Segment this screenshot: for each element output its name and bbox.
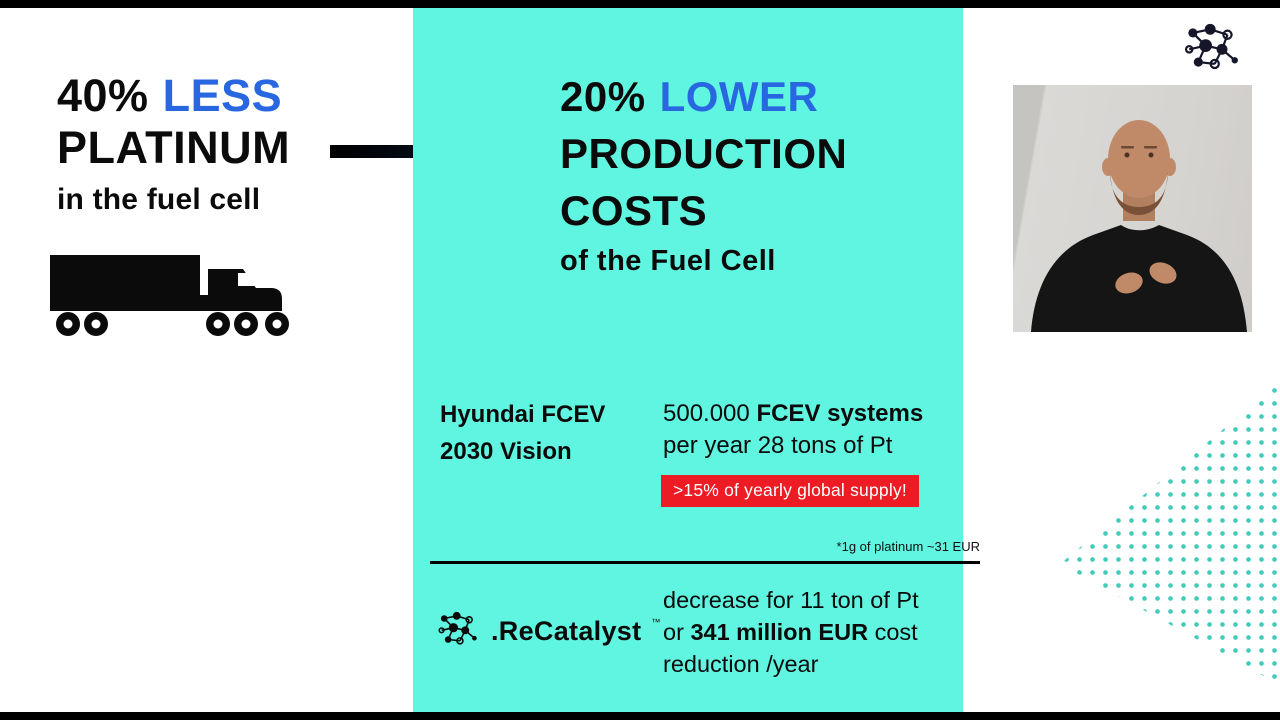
systems-bold: FCEV systems	[756, 400, 924, 427]
left-headline-pct: 40%	[57, 70, 149, 121]
panel-headline-line1: 20% LOWER	[560, 68, 847, 125]
systems-value: 500.000	[663, 400, 750, 427]
dot-pattern-decoration	[1060, 384, 1278, 684]
panel-headline-pct: 20%	[560, 73, 646, 120]
systems-line1: 500.000 FCEV systems	[663, 398, 923, 430]
systems-line2: per year 28 tons of Pt	[663, 432, 893, 459]
vision-label-line2: 2030 Vision	[440, 438, 572, 465]
vision-label-line1: Hyundai FCEV	[440, 401, 606, 428]
teal-panel: 20% LOWER PRODUCTION COSTS of the Fuel Ce…	[413, 8, 963, 712]
left-headline-line1: 40% LESS	[57, 70, 290, 122]
supply-badge: >15% of yearly global supply!	[661, 475, 919, 507]
impact-line2: or 341 million EUR cost	[663, 616, 919, 648]
recatalyst-logo-icon	[435, 610, 481, 653]
vision-label: Hyundai FCEV 2030 Vision	[440, 396, 605, 470]
left-headline-sub: in the fuel cell	[57, 183, 261, 216]
divider-line	[430, 561, 980, 564]
impact-line2-pre: or	[663, 619, 691, 645]
letterbox-top	[0, 0, 1280, 8]
truck-icon	[50, 253, 300, 348]
left-headline-highlight: LESS	[162, 70, 283, 121]
impact-line2-bold: 341 million EUR	[690, 619, 869, 645]
impact-line1: decrease for 11 ton of Pt	[663, 587, 919, 613]
recatalyst-brand: .ReCatalyst ™	[435, 610, 660, 653]
panel-headline-highlight: LOWER	[659, 73, 819, 120]
panel-headline-line3: COSTS	[560, 187, 708, 234]
left-headline: 40% LESS PLATINUM in the fuel cell	[57, 70, 290, 220]
panel-headline-line2: PRODUCTION	[560, 130, 848, 177]
recatalyst-wordmark: .ReCatalyst	[491, 616, 642, 646]
panel-headline: 20% LOWER PRODUCTION COSTS of the Fuel Ce…	[560, 68, 847, 281]
letterbox-bottom	[0, 712, 1280, 720]
recatalyst-corner-logo-icon	[1180, 22, 1244, 78]
systems-text: 500.000 FCEV systems per year 28 tons of…	[663, 398, 923, 462]
speaker-webcam	[1013, 85, 1252, 332]
left-headline-line2: PLATINUM	[57, 122, 291, 173]
speaker-silhouette	[1031, 120, 1247, 332]
panel-headline-sub: of the Fuel Cell	[560, 245, 776, 277]
platinum-price-footnote: *1g of platinum ~31 EUR	[836, 539, 980, 554]
impact-line3: reduction /year	[663, 651, 819, 677]
trademark-mark: ™	[651, 616, 661, 627]
impact-text: decrease for 11 ton of Pt or 341 million…	[663, 584, 919, 680]
impact-line2-post: cost	[868, 619, 918, 645]
